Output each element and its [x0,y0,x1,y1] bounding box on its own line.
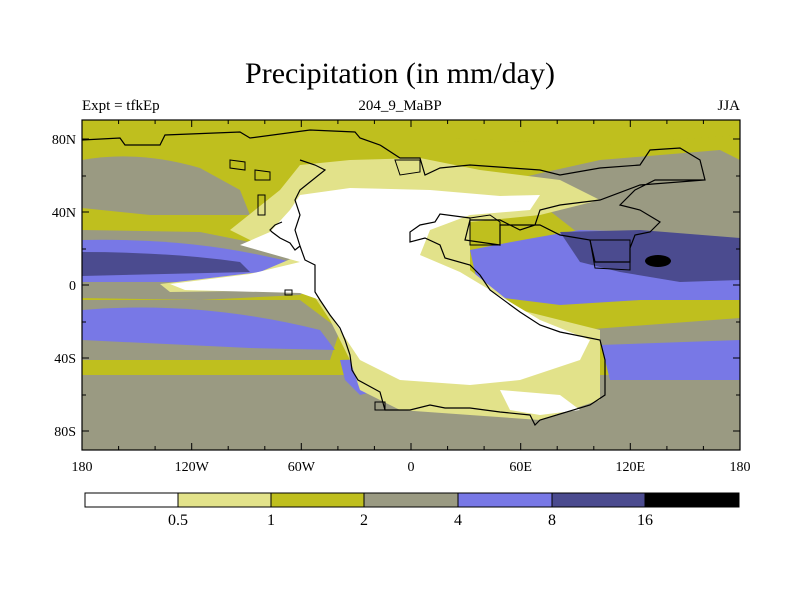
legend-label: 4 [454,512,462,529]
y-tick-label: 40N [52,206,76,221]
legend-box [270,492,365,508]
x-minor-ticks [81,120,741,450]
field-darkblue-indopacific [560,230,740,282]
precipitation-field [82,120,740,450]
x-tick-label: 180 [72,460,93,475]
x-tick-label: 180 [730,460,751,475]
y-tick-label: 80N [52,133,76,148]
color-legend: 0.5 1 2 4 8 16 [84,492,740,529]
legend-label: 1 [267,512,275,529]
legend-label: 16 [637,512,653,529]
legend-label: 8 [548,512,556,529]
x-tick-label: 0 [408,460,415,475]
legend-box [551,492,646,508]
legend-label: 0.5 [168,512,188,529]
field-black-max [645,255,671,267]
field-white-pangea [170,188,590,385]
field-gray-arctic [82,120,740,145]
continent-outline-islands [284,289,386,411]
legend-box [644,492,740,508]
field-blue-pacific-s [82,307,335,350]
season-label: JJA [717,98,740,114]
legend-box [457,492,553,508]
legend-box [363,492,459,508]
age-label: 204_9_MaBP [358,98,442,114]
experiment-label: Expt = tfkEp [82,98,160,114]
field-gray-north [82,156,250,215]
continent-outline-north [229,159,631,271]
x-tick-label: 60W [288,460,316,475]
x-tick-label: 60E [509,460,532,475]
legend-box [177,492,272,508]
y-minor-ticks [82,138,740,432]
field-gray-south-e [580,318,740,345]
x-tick-label: 120W [175,460,210,475]
y-tick-label: 0 [69,279,76,294]
x-tick-label: 120E [616,460,646,475]
field-white-south [500,390,580,415]
map-title: Precipitation (in mm/day) [245,57,555,90]
field-blue-south-e [600,340,740,380]
legend-label: 2 [360,512,368,529]
y-tick-label: 40S [54,352,76,367]
y-tick-label: 80S [54,425,76,440]
legend-box [84,492,179,508]
field-darkblue-pacific [82,252,250,276]
